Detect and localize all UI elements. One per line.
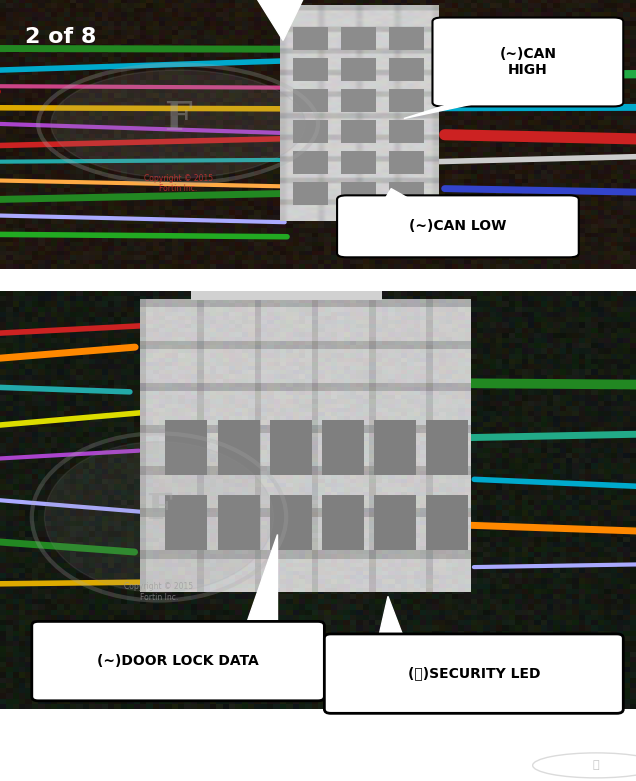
Circle shape — [51, 70, 305, 178]
Polygon shape — [385, 189, 410, 199]
Text: F: F — [146, 491, 172, 526]
FancyBboxPatch shape — [432, 17, 623, 106]
FancyBboxPatch shape — [337, 195, 579, 257]
FancyBboxPatch shape — [324, 634, 623, 713]
Text: (~)DOOR LOCK DATA: (~)DOOR LOCK DATA — [97, 654, 259, 668]
Polygon shape — [378, 597, 404, 638]
Polygon shape — [404, 102, 480, 119]
Text: Copyright © 2015
Fortin Inc.: Copyright © 2015 Fortin Inc. — [125, 583, 193, 602]
Circle shape — [45, 442, 273, 592]
Polygon shape — [254, 0, 305, 41]
Text: F: F — [164, 99, 192, 137]
Polygon shape — [245, 533, 277, 626]
Text: ⓒ: ⓒ — [593, 761, 600, 770]
FancyBboxPatch shape — [32, 622, 324, 701]
Text: Copyright © 2015
Fortin Inc.: Copyright © 2015 Fortin Inc. — [144, 173, 212, 193]
Text: 2 of 8: 2 of 8 — [25, 27, 97, 47]
Text: (~)CAN
HIGH: (~)CAN HIGH — [499, 47, 556, 77]
Text: (⨸)SECURITY LED: (⨸)SECURITY LED — [408, 667, 540, 680]
Text: (~)CAN LOW: (~)CAN LOW — [409, 219, 507, 234]
